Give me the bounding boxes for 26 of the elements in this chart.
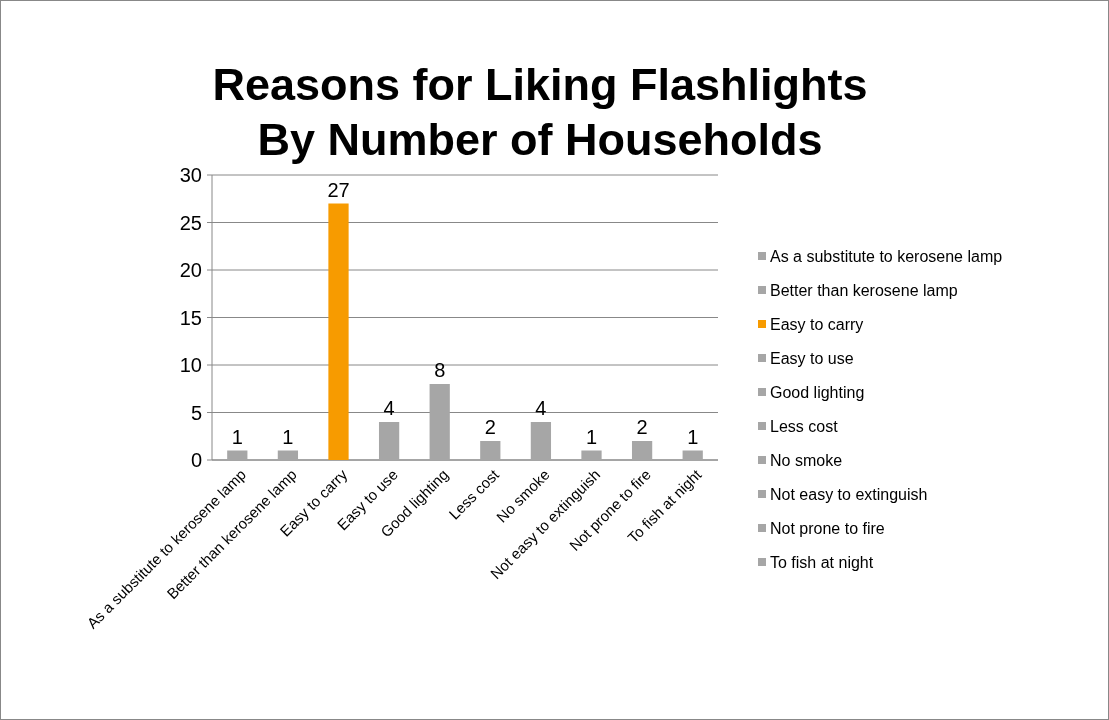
legend-label: Easy to use — [770, 349, 854, 367]
legend-label: No smoke — [770, 451, 843, 469]
legend-label: Good lighting — [770, 383, 865, 401]
y-tick-label: 0 — [190, 449, 202, 471]
y-tick-label: 15 — [179, 306, 202, 329]
data-label: 2 — [484, 416, 496, 438]
legend-label: Easy to carry — [770, 315, 864, 333]
legend-label: Better than kerosene lamp — [770, 281, 958, 299]
legend-label: Less cost — [770, 417, 839, 435]
data-label: 4 — [535, 397, 547, 419]
y-tick-label: 5 — [190, 401, 202, 424]
y-tick-label: 20 — [179, 259, 202, 281]
legend-label: As a substitute to kerosene lamp — [770, 247, 1003, 265]
y-tick-label: 10 — [179, 354, 202, 376]
chart-title: Reasons for Liking Flashlights By Number of Households — [212, 59, 868, 165]
data-label: 1 — [585, 425, 598, 448]
data-label: 2 — [636, 416, 648, 438]
data-label: 1 — [282, 425, 294, 448]
data-label: 1 — [687, 425, 699, 448]
y-tick-label: 30 — [179, 164, 202, 186]
data-label: 27 — [327, 178, 350, 201]
data-label: 8 — [434, 359, 446, 381]
data-label: 1 — [231, 425, 243, 448]
data-label: 4 — [383, 397, 395, 419]
legend-label: To fish at night — [770, 553, 874, 571]
y-tick-label: 25 — [179, 211, 202, 234]
